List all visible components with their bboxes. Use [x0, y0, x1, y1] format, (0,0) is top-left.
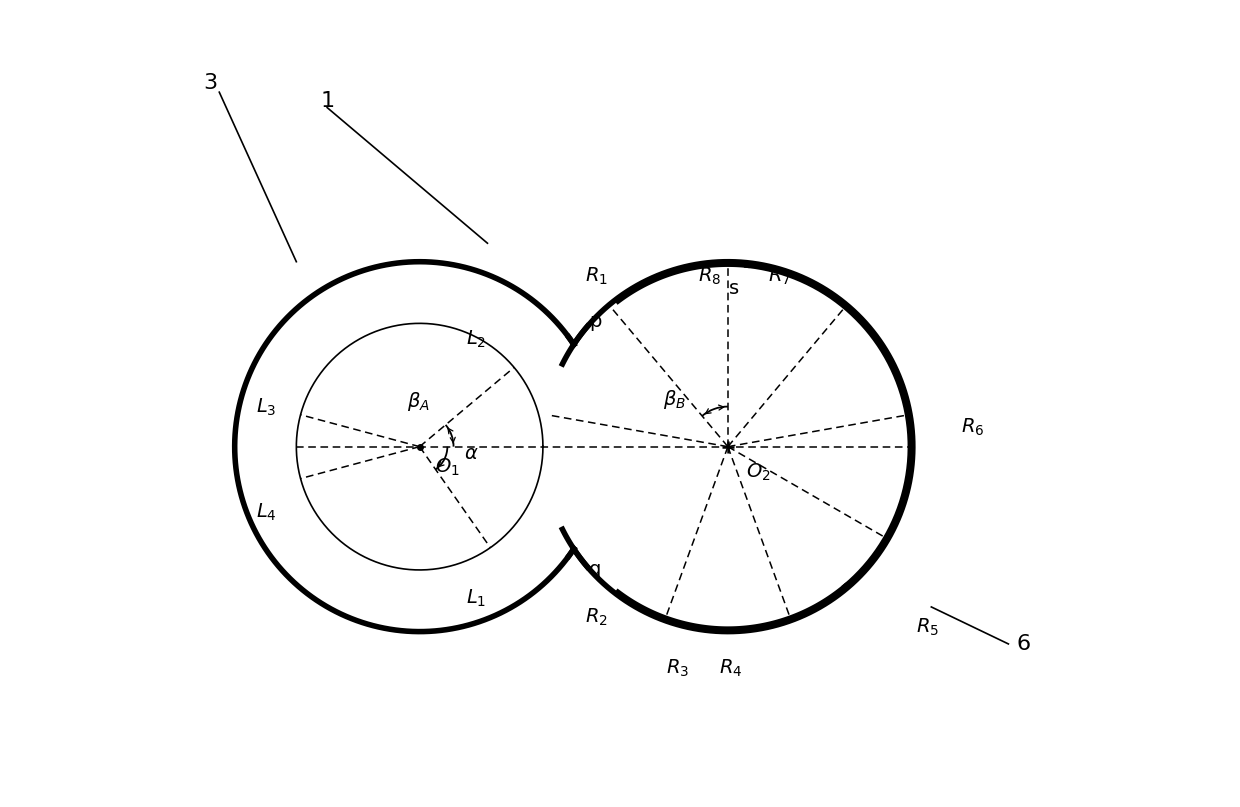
Text: q: q	[589, 560, 601, 579]
Text: $L_4$: $L_4$	[257, 502, 277, 523]
Text: $O_1$: $O_1$	[435, 457, 460, 478]
Text: $R_1$: $R_1$	[585, 266, 608, 286]
Text: $L_3$: $L_3$	[257, 397, 277, 418]
Text: s: s	[729, 279, 739, 298]
Text: $R_4$: $R_4$	[719, 658, 742, 679]
Text: $R_8$: $R_8$	[698, 266, 722, 286]
Text: p: p	[589, 312, 601, 331]
Text: 6: 6	[1017, 634, 1030, 654]
Text: $R_5$: $R_5$	[916, 617, 939, 638]
Text: $R_6$: $R_6$	[961, 417, 985, 438]
Text: $R_2$: $R_2$	[585, 606, 608, 628]
Text: $L_2$: $L_2$	[466, 329, 486, 350]
Text: 3: 3	[203, 73, 217, 93]
Text: $O_2$: $O_2$	[746, 462, 771, 483]
Text: $R_7$: $R_7$	[768, 266, 791, 286]
Text: $\beta_B$: $\beta_B$	[663, 387, 686, 411]
Text: $\beta_A$: $\beta_A$	[407, 390, 430, 412]
Text: 1: 1	[320, 91, 335, 111]
Text: $L_1$: $L_1$	[466, 587, 486, 609]
Text: $\alpha$: $\alpha$	[464, 444, 479, 463]
Text: $R_3$: $R_3$	[666, 658, 689, 679]
